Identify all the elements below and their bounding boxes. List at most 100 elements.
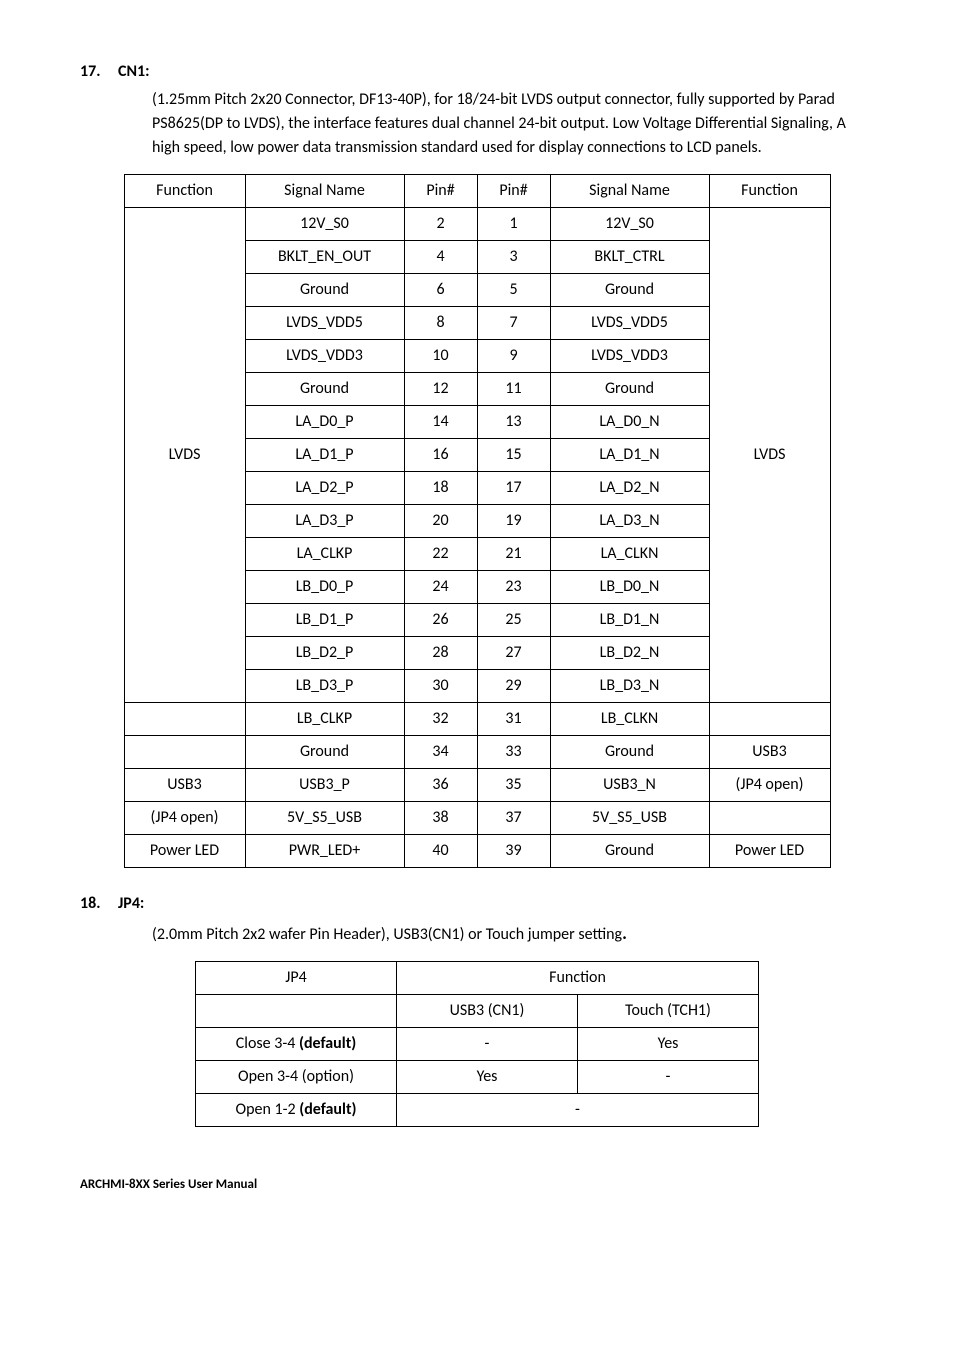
cell: 20 [404, 505, 477, 538]
cell [709, 802, 830, 835]
cell: Open 3-4 (option) [196, 1061, 397, 1094]
cell: 22 [404, 538, 477, 571]
cell: LA_D0_N [550, 406, 709, 439]
cell: 12V_S0 [245, 208, 404, 241]
cell: USB3 [124, 769, 245, 802]
cell: LA_CLKN [550, 538, 709, 571]
cell: LB_D0_N [550, 571, 709, 604]
table-row: Ground 34 33 Ground USB3 [124, 736, 830, 769]
jp-setting: Close 3-4 [236, 1034, 299, 1053]
cell: 40 [404, 835, 477, 868]
table-header-row: JP4 Function [196, 962, 759, 995]
cell: 33 [477, 736, 550, 769]
th-signal: Signal Name [550, 175, 709, 208]
cell: LB_D3_P [245, 670, 404, 703]
th-function: Function [709, 175, 830, 208]
th-pin: Pin# [477, 175, 550, 208]
cell: LA_D3_N [550, 505, 709, 538]
cell: BKLT_CTRL [550, 241, 709, 274]
cell: 11 [477, 373, 550, 406]
table-row: LVDS 12V_S0 2 1 12V_S0 LVDS [124, 208, 830, 241]
section-18-intro: (2.0mm Pitch 2x2 wafer Pin Header), USB3… [152, 920, 874, 947]
cell: 2 [404, 208, 477, 241]
cell: 7 [477, 307, 550, 340]
cell: 24 [404, 571, 477, 604]
period: . [622, 922, 627, 944]
cell: Ground [550, 736, 709, 769]
th-function: Function [124, 175, 245, 208]
cell: 12V_S0 [550, 208, 709, 241]
th-pin: Pin# [404, 175, 477, 208]
th-signal: Signal Name [245, 175, 404, 208]
cn1-pinout-table: Function Signal Name Pin# Pin# Signal Na… [124, 174, 831, 868]
cell: LB_CLKP [245, 703, 404, 736]
table-row: Open 3-4 (option) Yes - [196, 1061, 759, 1094]
cell: 9 [477, 340, 550, 373]
section-title: CN1: [118, 60, 150, 84]
cell: 19 [477, 505, 550, 538]
section-title: JP4: [118, 892, 144, 916]
cell: LB_CLKN [550, 703, 709, 736]
cell: - [397, 1028, 578, 1061]
cell: 31 [477, 703, 550, 736]
jp-setting: Open 1-2 [236, 1100, 300, 1119]
cell: USB3 (CN1) [397, 995, 578, 1028]
lvds-right: LVDS [709, 208, 830, 703]
default-label: (default) [299, 1100, 356, 1119]
cell: 1 [477, 208, 550, 241]
cell: 12 [404, 373, 477, 406]
cell: Ground [245, 736, 404, 769]
cell: 21 [477, 538, 550, 571]
cell: 38 [404, 802, 477, 835]
cell: 13 [477, 406, 550, 439]
table-row: Power LED PWR_LED+ 40 39 Ground Power LE… [124, 835, 830, 868]
cell: 5V_S5_USB [550, 802, 709, 835]
cell: LB_D3_N [550, 670, 709, 703]
cell: 35 [477, 769, 550, 802]
cell: LB_D2_N [550, 637, 709, 670]
cell: 36 [404, 769, 477, 802]
cell: 29 [477, 670, 550, 703]
table-row: USB3 USB3_P 36 35 USB3_N (JP4 open) [124, 769, 830, 802]
cell: 10 [404, 340, 477, 373]
cell: LA_CLKP [245, 538, 404, 571]
cell: 15 [477, 439, 550, 472]
cell: 34 [404, 736, 477, 769]
cell: 23 [477, 571, 550, 604]
default-label: (default) [299, 1034, 356, 1053]
cell: Yes [397, 1061, 578, 1094]
cell: 5V_S5_USB [245, 802, 404, 835]
cell: 17 [477, 472, 550, 505]
cell: 8 [404, 307, 477, 340]
cell: LB_D1_P [245, 604, 404, 637]
cell: Ground [550, 373, 709, 406]
cell: LVDS_VDD3 [550, 340, 709, 373]
cell: 14 [404, 406, 477, 439]
cell: USB3_P [245, 769, 404, 802]
cell: LA_D1_P [245, 439, 404, 472]
cell [709, 703, 830, 736]
cell: LB_D2_P [245, 637, 404, 670]
intro-text: (2.0mm Pitch 2x2 wafer Pin Header), USB3… [152, 925, 622, 944]
section-17-heading: 17. CN1: [80, 60, 874, 84]
cell: LA_D1_N [550, 439, 709, 472]
cell: 37 [477, 802, 550, 835]
cell: PWR_LED+ [245, 835, 404, 868]
cell: - [397, 1094, 759, 1127]
cell: LA_D0_P [245, 406, 404, 439]
cell: (JP4 open) [124, 802, 245, 835]
table-header-row: Function Signal Name Pin# Pin# Signal Na… [124, 175, 830, 208]
section-num: 17. [80, 60, 118, 84]
footer-text: ARCHMI-8XX Series User Manual [80, 1175, 874, 1195]
cell: LA_D3_P [245, 505, 404, 538]
cell: 6 [404, 274, 477, 307]
cell [124, 703, 245, 736]
cell: Touch (TCH1) [578, 995, 759, 1028]
cell: - [578, 1061, 759, 1094]
cell [196, 995, 397, 1028]
cell: Ground [245, 373, 404, 406]
cell: (JP4 open) [709, 769, 830, 802]
cell [124, 736, 245, 769]
jp4-table: JP4 Function USB3 (CN1) Touch (TCH1) Clo… [195, 961, 759, 1127]
cell: LVDS_VDD3 [245, 340, 404, 373]
